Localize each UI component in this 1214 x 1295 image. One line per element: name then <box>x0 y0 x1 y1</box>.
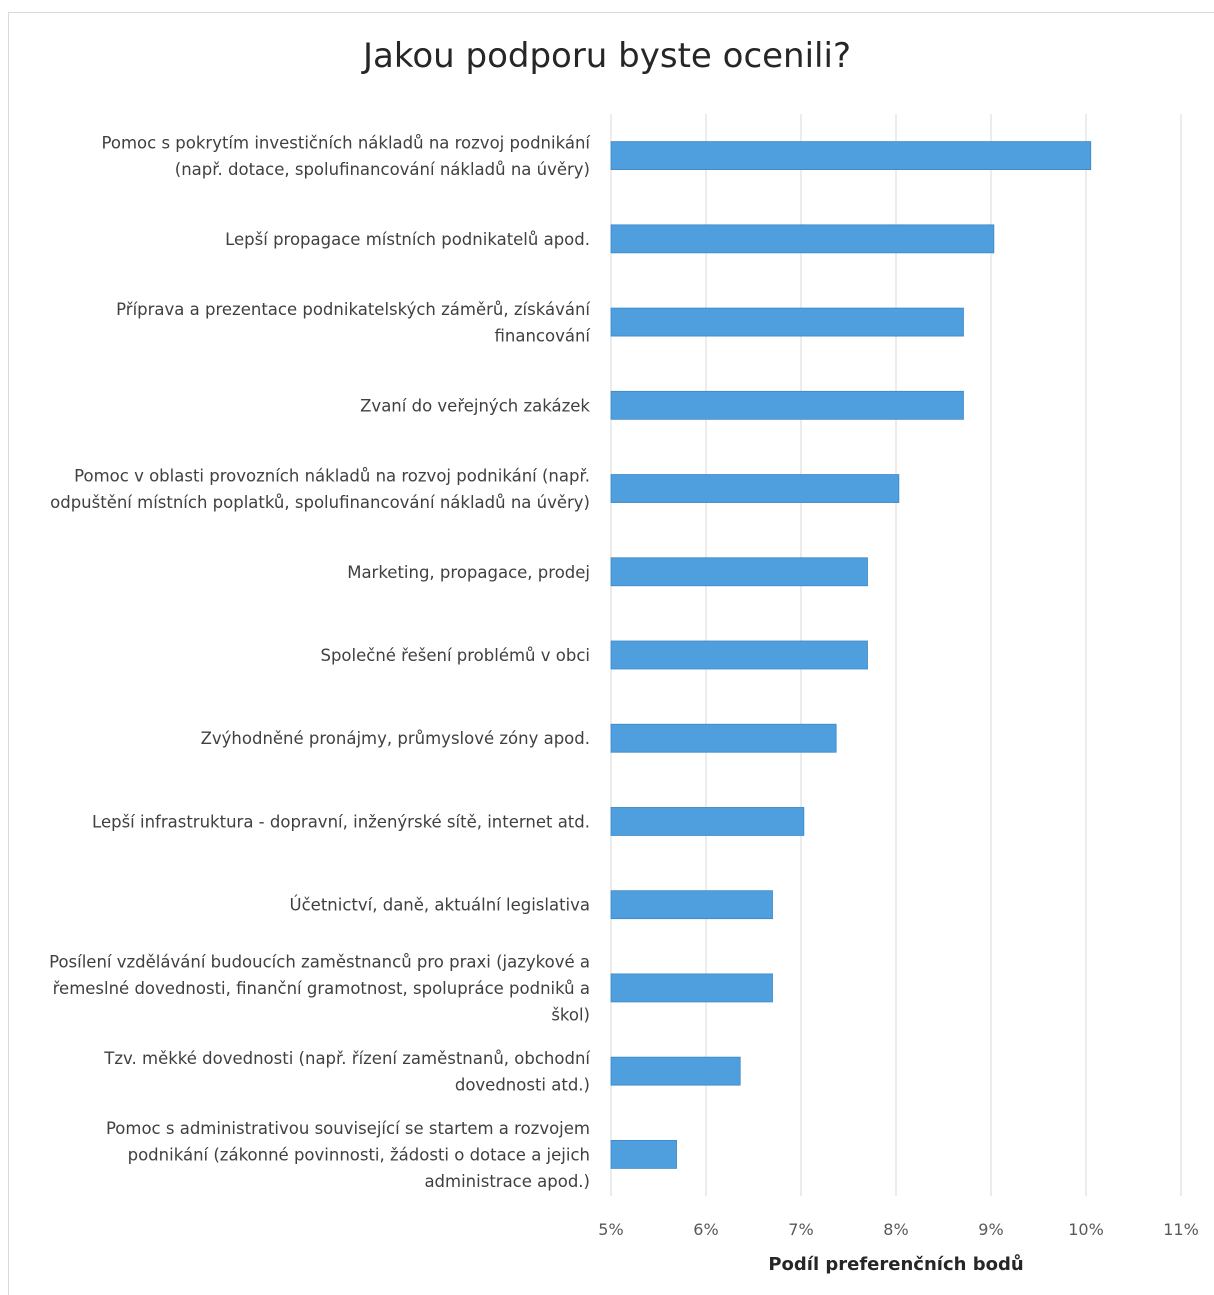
category-label: dovednosti atd.) <box>455 1075 590 1094</box>
bar <box>610 557 868 587</box>
category-label: škol) <box>551 1005 590 1024</box>
category-label: Lepší propagace místních podnikatelů apo… <box>225 230 590 249</box>
bar <box>610 141 1092 171</box>
category-label: Marketing, propagace, prodej <box>347 563 590 582</box>
category-label: Pomoc s pokrytím investičních nákladů na… <box>102 133 592 152</box>
category-label: Společné řešení problémů v obci <box>320 646 590 665</box>
chart-title: Jakou podporu byste ocenili? <box>362 36 851 76</box>
bar <box>610 224 995 254</box>
chart-frame <box>8 12 1214 1295</box>
category-label: Tzv. měkké dovednosti (např. řízení zamě… <box>103 1049 591 1068</box>
bar <box>610 807 805 836</box>
bar <box>610 723 837 753</box>
x-tick-label: 7% <box>788 1220 813 1239</box>
category-label: odpuštění místních poplatků, spolufinanc… <box>50 493 590 512</box>
x-axis-label: Podíl preferenčních bodů <box>768 1253 1023 1275</box>
category-label: Zvaní do veřejných zakázek <box>360 396 590 415</box>
x-tick-label: 5% <box>598 1220 623 1239</box>
bar <box>610 973 773 1003</box>
category-label: Příprava a prezentace podnikatelských zá… <box>116 300 591 319</box>
bar <box>610 474 900 503</box>
x-tick-label: 9% <box>978 1220 1003 1239</box>
category-label: Pomoc s administrativou související se s… <box>106 1119 590 1138</box>
category-label: řemeslné dovednosti, finanční gramotnost… <box>53 979 590 998</box>
bar <box>610 890 773 920</box>
category-label: Účetnictví, daně, aktuální legislativa <box>290 896 590 915</box>
category-label: Posílení vzdělávání budoucích zaměstnanc… <box>49 952 590 971</box>
category-label: financování <box>494 326 591 345</box>
category-label: Zvýhodněné pronájmy, průmyslové zóny apo… <box>201 729 590 748</box>
category-label: (např. dotace, spolufinancování nákladů … <box>175 160 590 179</box>
x-tick-label: 11% <box>1163 1220 1199 1239</box>
category-label: podnikání (zákonné povinnosti, žádosti o… <box>128 1145 590 1164</box>
bar <box>610 1056 741 1086</box>
bar <box>610 640 868 670</box>
x-tick-label: 10% <box>1068 1220 1104 1239</box>
bar <box>610 307 964 337</box>
bar <box>610 1139 677 1169</box>
bar <box>610 390 964 420</box>
category-label: Lepší infrastruktura - dopravní, inženýr… <box>92 812 590 831</box>
category-label: Pomoc v oblasti provozních nákladů na ro… <box>74 466 590 485</box>
x-tick-label: 6% <box>693 1220 718 1239</box>
x-tick-label: 8% <box>883 1220 908 1239</box>
category-label: administrace apod.) <box>424 1172 590 1191</box>
